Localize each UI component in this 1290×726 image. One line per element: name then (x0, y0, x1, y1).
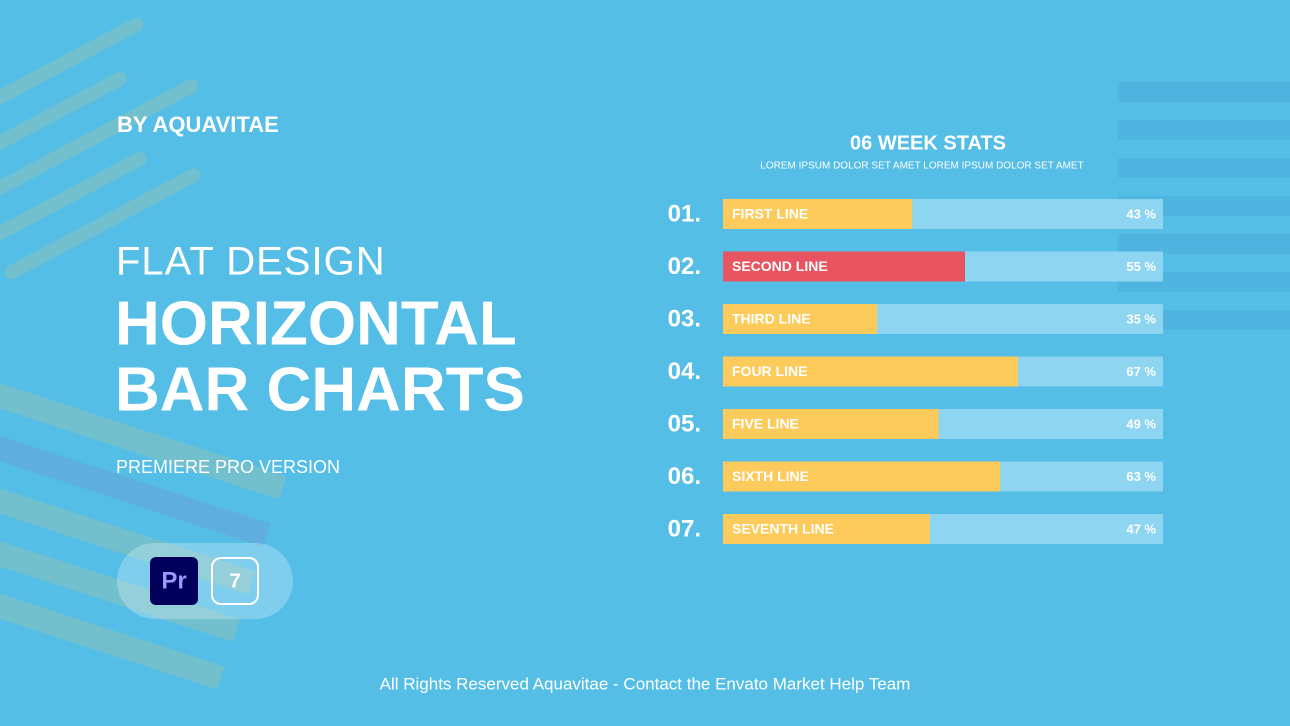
bar (723, 409, 939, 439)
bar-label: SEVENTH LINE (732, 521, 834, 537)
chart-title: 06 WEEK STATS (850, 132, 1006, 154)
bar-index: 02. (668, 253, 701, 280)
bar-index: 03. (668, 305, 701, 332)
version-badge (211, 557, 259, 605)
bar-label: FIVE LINE (732, 416, 799, 432)
badge-pill (117, 543, 293, 619)
bar-index: 06. (668, 463, 701, 490)
bar-index: 01. (668, 200, 701, 227)
title-line: HORIZONTAL (115, 289, 517, 358)
value-label: 47 % (1126, 521, 1156, 536)
value-label: 63 % (1126, 469, 1156, 484)
bar-label: FOUR LINE (732, 363, 807, 379)
bar-index: 04. (668, 358, 701, 385)
byline: BY AQUAVITAE (117, 112, 279, 137)
bar (723, 461, 1001, 492)
footer: All Rights Reserved Aquavitae - Contact … (380, 674, 911, 693)
value-label: 43 % (1126, 206, 1156, 221)
bar-label: FIRST LINE (732, 206, 808, 222)
bar-label: THIRD LINE (732, 311, 811, 327)
chart-subtitle: LOREM IPSUM DOLOR SET AMET LOREM IPSUM D… (760, 161, 1083, 172)
premiere-badge (150, 557, 198, 605)
kicker: FLAT DESIGN (116, 240, 386, 284)
value-label: 67 % (1126, 364, 1156, 379)
bar (723, 304, 877, 334)
title-line: BAR CHARTS (115, 355, 525, 424)
bar (723, 251, 965, 282)
premiere-label: Pr (161, 567, 186, 594)
value-label: 35 % (1126, 311, 1156, 326)
version: PREMIERE PRO VERSION (116, 457, 340, 477)
bar-label: SECOND LINE (732, 258, 828, 274)
value-label: 49 % (1126, 416, 1156, 431)
version-number: 7 (229, 570, 240, 592)
bar-index: 05. (668, 410, 701, 437)
bar (723, 199, 913, 229)
bar (723, 514, 930, 544)
value-label: 55 % (1126, 259, 1156, 274)
bar (723, 356, 1018, 387)
bar-chart: 01. FIRST LINE 43 % 02. SECOND LINE 55 % 03. TH… (668, 199, 1163, 544)
bar-label: SIXTH LINE (732, 468, 809, 484)
bar-index: 07. (668, 515, 701, 542)
